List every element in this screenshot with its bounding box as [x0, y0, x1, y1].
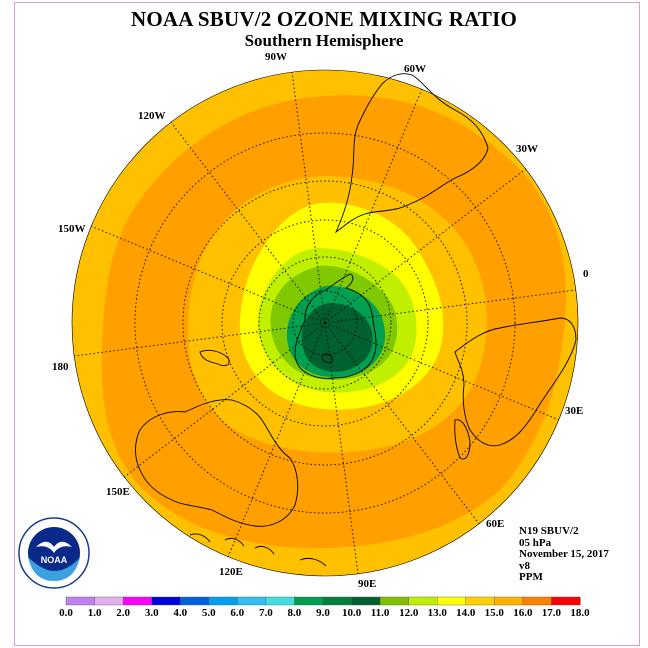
page-title: NOAA SBUV/2 OZONE MIXING RATIO — [131, 7, 517, 31]
lon-label-150e: 150E — [106, 486, 130, 498]
ozone-field — [72, 70, 578, 576]
info-pressure-level: 05 hPa — [519, 536, 552, 549]
colorbar-tick-label: 18.0 — [570, 607, 590, 619]
info-date: November 15, 2017 — [519, 548, 609, 561]
lon-label-30e: 30E — [565, 405, 584, 417]
globe-outline — [71, 69, 579, 577]
colorbar-segment — [551, 596, 581, 606]
lon-label-90e: 90E — [358, 578, 377, 590]
colorbar-tick-label: 13.0 — [427, 607, 447, 619]
info-satellite: N19 SBUV/2 — [519, 525, 579, 537]
info-units: PPM — [519, 571, 543, 584]
coastlines — [135, 73, 577, 567]
colorbar-tick-label: 11.0 — [370, 607, 390, 619]
lon-label-150w: 150W — [58, 223, 86, 235]
coast-madagascar — [454, 419, 471, 460]
lon-label-30w: 30W — [516, 143, 538, 155]
figure-frame — [14, 2, 640, 646]
colorbar-tick-label: 2.0 — [116, 607, 130, 619]
latitude-lines — [134, 132, 516, 514]
colorbar-tick-label: 8.0 — [287, 607, 302, 619]
colorbar-segment — [179, 596, 210, 606]
colorbar-segment — [94, 596, 124, 606]
colorbar-tick-label: 5.0 — [201, 607, 216, 619]
colorbar-segment — [437, 596, 467, 606]
colorbar-segment — [351, 596, 381, 606]
colorbar-segment — [379, 596, 410, 606]
colorbar-segment — [122, 596, 153, 606]
lon-label-60e: 60E — [486, 518, 505, 530]
lon-label-90w: 90W — [265, 51, 287, 63]
colorbar-tick-label: 7.0 — [259, 607, 273, 619]
colorbar-segment — [465, 596, 495, 606]
lon-label-60w: 60W — [404, 63, 426, 75]
colorbar-segment — [237, 596, 267, 606]
zone-core — [301, 303, 373, 372]
coast-islands — [189, 533, 327, 567]
colorbar-tick-label: 15.0 — [484, 607, 504, 619]
colorbar-segment — [151, 596, 181, 606]
colorbar-segment — [322, 596, 353, 606]
colorbar-tick-label: 4.0 — [173, 607, 188, 619]
coast-australia — [135, 399, 299, 527]
zone-band-orange — [101, 95, 566, 549]
coast-africa — [454, 317, 577, 447]
colorbar-tick-label: 1.0 — [87, 607, 102, 619]
colorbar-segment — [294, 596, 324, 606]
coast-antarctica — [294, 273, 377, 379]
lon-label-0: 0 — [583, 268, 589, 280]
colorbar-segment — [265, 596, 296, 606]
info-block: N19 SBUV/2 05 hPa November 15, 2017 v8 P… — [519, 525, 609, 584]
lon-label-120w: 120W — [138, 110, 166, 122]
coast-new-zealand — [199, 349, 230, 367]
colorbar-segment — [65, 596, 96, 606]
noaa-logo-icon: NOAA — [18, 517, 90, 589]
colorbar-tick-label: 17.0 — [541, 607, 562, 619]
colorbar-tick-label: 0.0 — [59, 607, 73, 619]
colorbar-tick-label: 10.0 — [341, 607, 362, 619]
colorbar-segment — [522, 596, 553, 606]
colorbar-segment — [494, 596, 524, 606]
colorbar-tick-label: 6.0 — [230, 607, 245, 619]
colorbar-tick-label: 12.0 — [399, 607, 419, 619]
colorbar-tick-label: 14.0 — [456, 607, 476, 619]
colorbar-segment — [208, 596, 239, 606]
lon-label-180: 180 — [52, 361, 69, 373]
page-subtitle: Southern Hemisphere — [244, 31, 404, 50]
colorbar-tick-label: 3.0 — [144, 607, 159, 619]
lon-label-120e: 120E — [219, 566, 243, 578]
info-version: v8 — [519, 559, 530, 572]
colorbar-tick-label: 9.0 — [316, 607, 330, 619]
colorbar-segment — [408, 596, 438, 606]
coast-south-america — [334, 73, 489, 234]
logo-text: NOAA — [41, 555, 68, 565]
colorbar-tick-label: 16.0 — [513, 607, 533, 619]
